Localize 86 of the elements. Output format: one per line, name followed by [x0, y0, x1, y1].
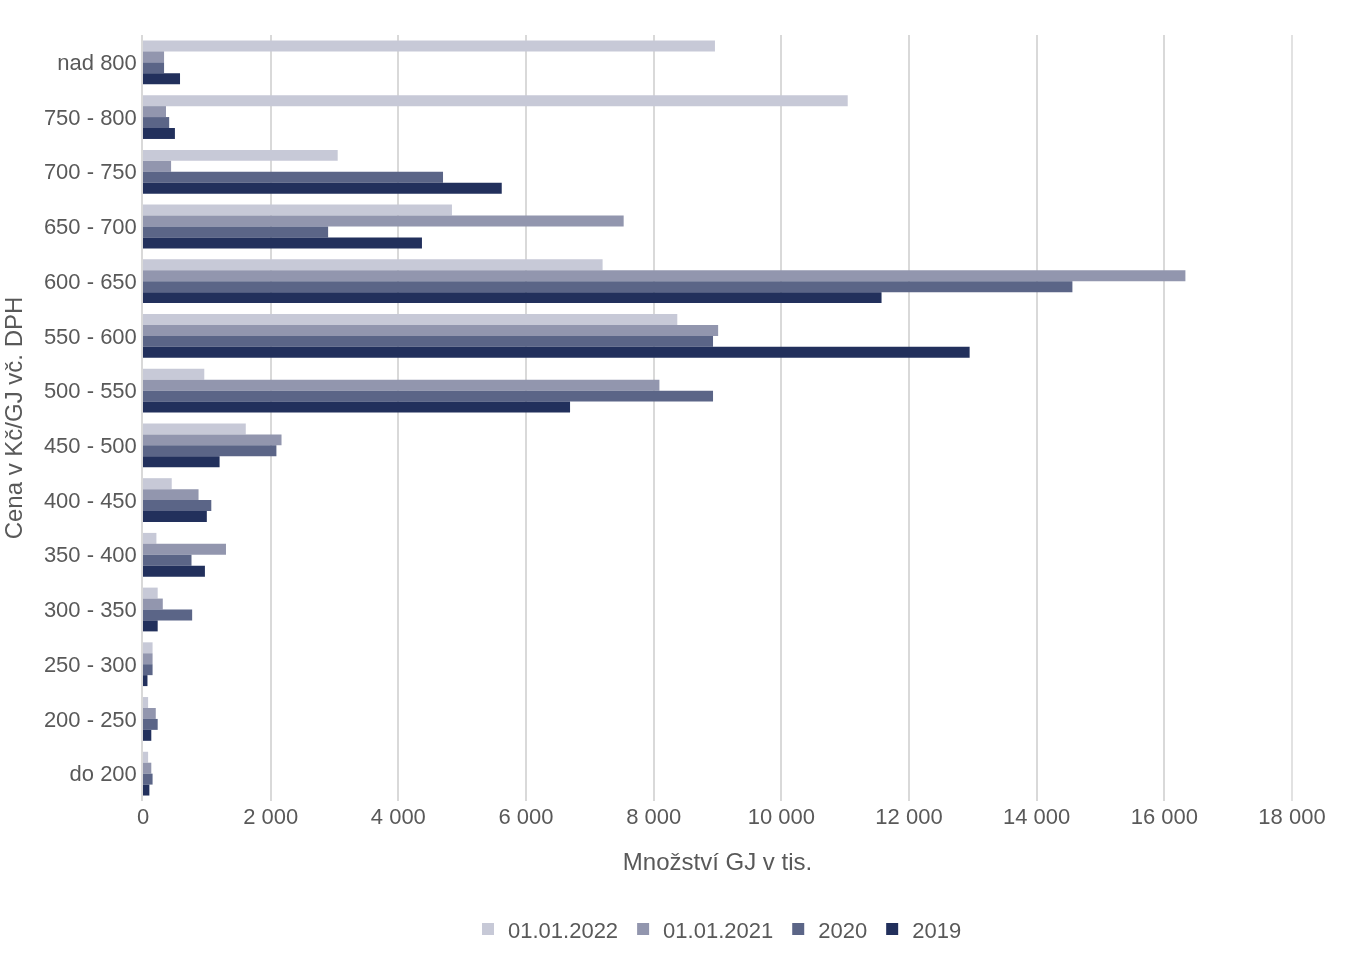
bar	[143, 259, 603, 271]
bar	[143, 500, 212, 512]
x-tick-label: 4 000	[370, 804, 426, 829]
bar	[143, 346, 970, 358]
bar	[143, 324, 719, 336]
bar	[143, 478, 172, 490]
bar	[143, 697, 149, 708]
y-tick-label: 450 - 500	[43, 433, 137, 459]
bar	[143, 160, 172, 172]
x-tick-label: 0	[136, 804, 150, 829]
bar	[143, 292, 882, 304]
legend-label: 2020	[818, 917, 868, 943]
legend-label: 2019	[912, 917, 962, 943]
bar	[143, 281, 1073, 293]
bar	[143, 653, 153, 665]
bar	[143, 379, 660, 391]
bar	[143, 751, 149, 763]
bar	[143, 620, 158, 632]
bar	[143, 40, 715, 52]
bar	[143, 215, 624, 227]
bar	[143, 642, 153, 654]
y-tick-label: 400 - 450	[43, 487, 137, 513]
y-tick-label: 350 - 400	[43, 542, 137, 568]
bar	[143, 204, 452, 216]
bar	[143, 368, 205, 380]
y-tick-label: 600 - 650	[43, 268, 137, 294]
y-tick-label: 300 - 350	[43, 597, 137, 623]
bar	[143, 565, 205, 577]
y-tick-label: 250 - 300	[43, 651, 137, 677]
bar	[143, 784, 150, 796]
bar	[143, 609, 193, 621]
bar	[143, 171, 444, 183]
y-tick-label: do 200	[69, 761, 137, 787]
bar	[143, 401, 571, 413]
x-tick-label: 10 000	[747, 804, 815, 829]
bar	[143, 106, 166, 118]
bar	[143, 718, 158, 730]
y-tick-label: 650 - 700	[43, 214, 137, 240]
bar	[143, 314, 678, 325]
bar	[143, 335, 714, 347]
bar	[143, 707, 156, 719]
bar	[143, 95, 848, 107]
x-tick-label: 16 000	[1130, 804, 1198, 829]
x-axis-title: Množství GJ v tis.	[622, 848, 813, 876]
bar	[143, 554, 192, 566]
bar	[143, 762, 152, 774]
bar	[143, 117, 170, 129]
bar	[143, 773, 153, 785]
y-tick-label: nad 800	[57, 50, 137, 76]
y-tick-label: 500 - 550	[43, 378, 137, 404]
bar	[143, 73, 181, 85]
y-tick-label: 700 - 750	[43, 159, 137, 185]
bar	[143, 675, 148, 687]
legend-label: 01.01.2021	[663, 917, 774, 943]
x-tick-label: 6 000	[498, 804, 554, 829]
bar	[143, 532, 157, 544]
bar	[143, 51, 165, 63]
bar	[143, 543, 226, 555]
x-tick-label: 2 000	[243, 804, 299, 829]
bar	[143, 434, 282, 446]
bar	[143, 587, 158, 599]
y-tick-label: 550 - 600	[43, 323, 137, 349]
bar	[143, 598, 163, 610]
bar	[143, 149, 338, 161]
bar	[143, 423, 246, 435]
bar	[143, 511, 207, 522]
x-tick-label: 14 000	[1003, 804, 1071, 829]
bar	[143, 664, 153, 676]
bar	[143, 270, 1186, 282]
x-tick-label: 18 000	[1258, 804, 1326, 829]
bar	[143, 226, 329, 238]
bar	[143, 237, 422, 249]
y-axis-title: Cena v Kč/GJ vč. DPH	[0, 296, 27, 540]
bar	[143, 182, 502, 194]
x-tick-label: 12 000	[875, 804, 943, 829]
legend-label: 01.01.2022	[508, 917, 619, 943]
bar	[143, 489, 199, 501]
x-tick-label: 8 000	[626, 804, 682, 829]
bar	[143, 390, 714, 402]
bar	[143, 456, 220, 468]
bar	[143, 729, 152, 741]
y-tick-label: 200 - 250	[43, 706, 137, 732]
bar	[143, 62, 165, 74]
y-tick-label: 750 - 800	[43, 104, 137, 130]
bar	[143, 445, 277, 457]
bar	[143, 128, 175, 139]
